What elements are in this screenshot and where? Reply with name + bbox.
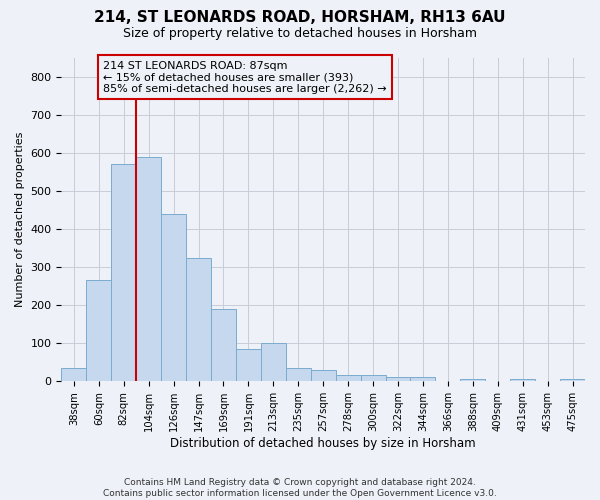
Bar xyxy=(236,349,261,382)
Bar xyxy=(510,378,535,382)
Bar xyxy=(136,156,161,382)
Bar xyxy=(361,375,386,382)
Bar xyxy=(111,164,136,382)
Bar xyxy=(261,343,286,382)
Bar xyxy=(86,280,111,382)
X-axis label: Distribution of detached houses by size in Horsham: Distribution of detached houses by size … xyxy=(170,437,476,450)
Text: 214 ST LEONARDS ROAD: 87sqm
← 15% of detached houses are smaller (393)
85% of se: 214 ST LEONARDS ROAD: 87sqm ← 15% of det… xyxy=(103,60,387,94)
Text: 214, ST LEONARDS ROAD, HORSHAM, RH13 6AU: 214, ST LEONARDS ROAD, HORSHAM, RH13 6AU xyxy=(94,10,506,25)
Y-axis label: Number of detached properties: Number of detached properties xyxy=(15,132,25,307)
Bar xyxy=(560,378,585,382)
Text: Contains HM Land Registry data © Crown copyright and database right 2024.
Contai: Contains HM Land Registry data © Crown c… xyxy=(103,478,497,498)
Bar xyxy=(410,377,436,382)
Bar xyxy=(286,368,311,382)
Bar xyxy=(460,378,485,382)
Bar xyxy=(335,375,361,382)
Bar xyxy=(311,370,335,382)
Bar xyxy=(211,309,236,382)
Bar xyxy=(161,214,186,382)
Bar xyxy=(386,377,410,382)
Text: Size of property relative to detached houses in Horsham: Size of property relative to detached ho… xyxy=(123,28,477,40)
Bar xyxy=(61,368,86,382)
Bar xyxy=(186,258,211,382)
